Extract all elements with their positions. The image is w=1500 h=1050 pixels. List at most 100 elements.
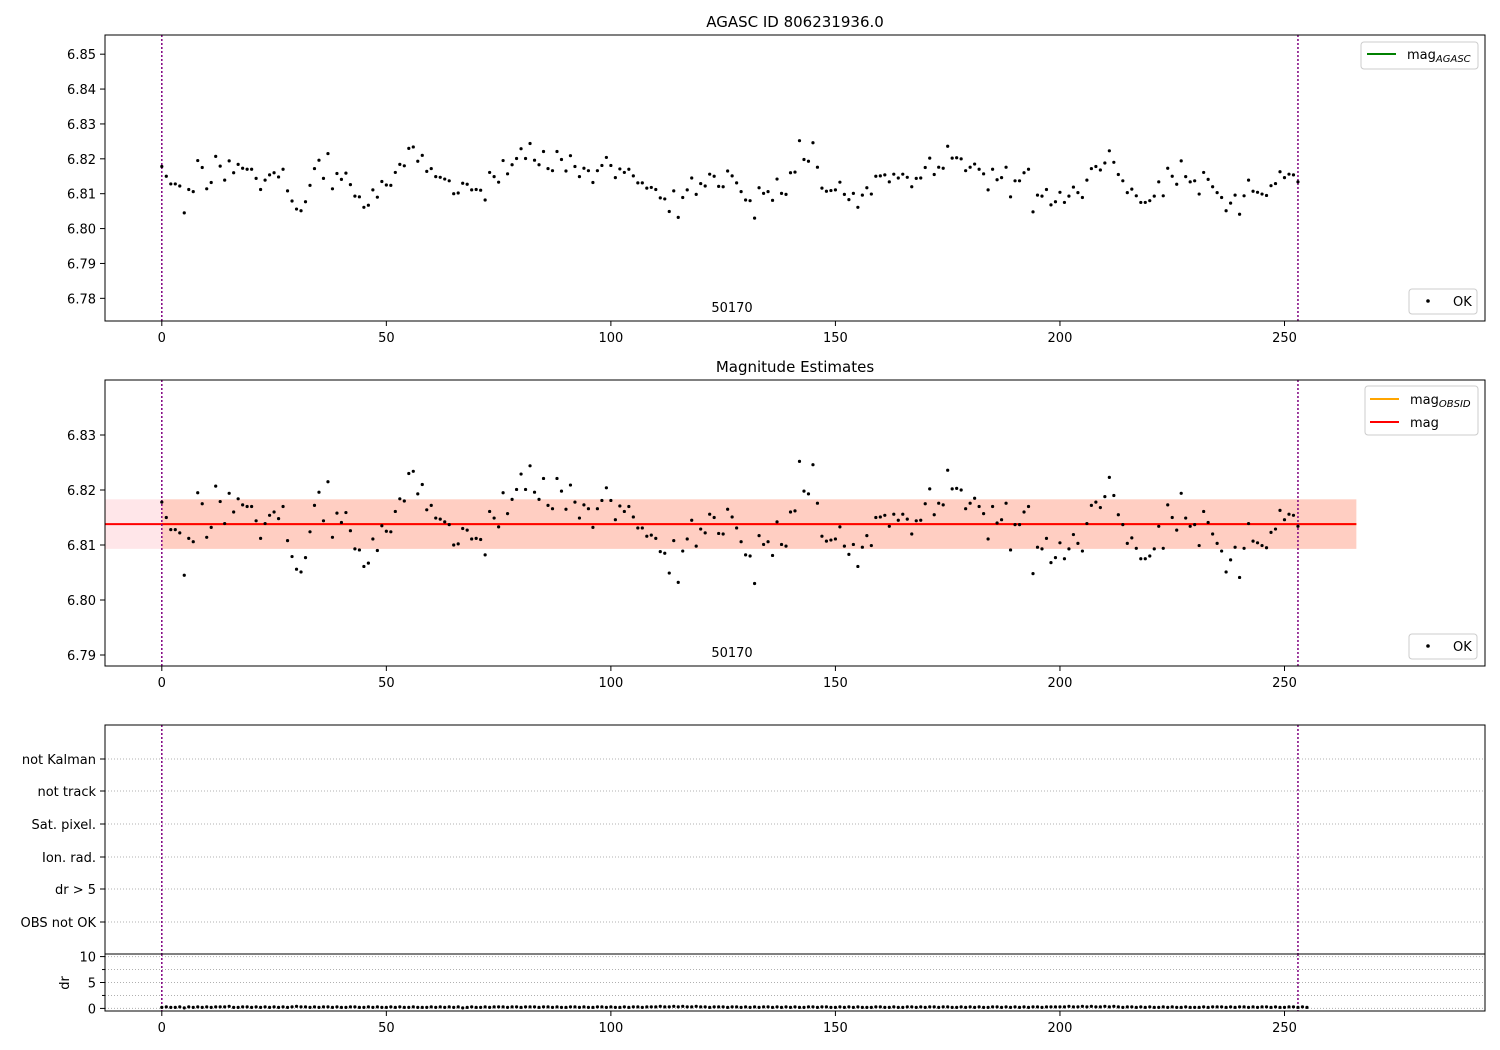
data-point [294, 567, 299, 571]
data-point [1220, 195, 1224, 200]
data-point [160, 1005, 164, 1009]
data-point [488, 1005, 492, 1009]
data-point [443, 177, 447, 181]
data-point [1058, 1005, 1062, 1009]
data-point [488, 170, 492, 175]
data-point [1148, 1005, 1152, 1009]
data-point [1125, 191, 1129, 195]
data-point [1008, 1005, 1013, 1009]
data-point [187, 536, 191, 541]
data-point [582, 503, 586, 507]
data-point [806, 492, 811, 496]
data-point [721, 1005, 725, 1009]
data-point [259, 187, 263, 192]
data-point [241, 166, 245, 170]
data-point [452, 543, 456, 547]
data-point [1206, 520, 1210, 525]
data-point [384, 1005, 388, 1009]
data-point [303, 556, 308, 560]
panel-magnitude-frame [104, 379, 1486, 667]
data-point [223, 178, 227, 182]
data-point [676, 215, 680, 220]
panel-dr-y-axis: 0 5 10 [79, 951, 105, 1017]
flag-label: not track [37, 785, 96, 800]
data-point [479, 537, 483, 542]
data-point [600, 1005, 604, 1009]
data-point [775, 177, 779, 181]
data-point [443, 520, 447, 524]
data-point [559, 157, 564, 162]
data-point [326, 1005, 330, 1009]
data-point [263, 1005, 267, 1009]
x-tick-label: 200 [1048, 1021, 1073, 1036]
data-point [986, 1005, 990, 1009]
data-point [1062, 200, 1067, 205]
data-point [187, 187, 191, 192]
data-point [1035, 545, 1040, 549]
data-point [164, 515, 168, 520]
data-point [1291, 513, 1296, 517]
panel-flags: not Kalman not track Sat. pixel. Ion. rad. d… [21, 724, 1486, 955]
data-point [1255, 541, 1260, 545]
data-point [833, 537, 838, 541]
data-point [371, 1005, 375, 1009]
data-point [528, 1005, 532, 1009]
data-point [236, 162, 240, 166]
data-point [546, 1005, 550, 1009]
data-point [281, 1005, 285, 1009]
data-point [393, 170, 397, 175]
data-point [1026, 167, 1031, 171]
data-point [699, 527, 703, 531]
data-point [609, 498, 613, 503]
data-point [959, 1005, 963, 1009]
data-point [290, 554, 294, 559]
data-point [914, 176, 918, 180]
data-point [941, 166, 945, 170]
data-point [973, 162, 977, 166]
data-point [586, 507, 591, 511]
data-point [1121, 179, 1125, 183]
data-point [582, 1005, 586, 1009]
data-point [497, 525, 501, 529]
data-point [523, 1005, 528, 1009]
data-point [672, 1004, 676, 1008]
data-point [1013, 179, 1017, 183]
data-point [577, 516, 582, 520]
data-point [407, 471, 411, 476]
data-point [591, 180, 595, 185]
data-point [353, 547, 357, 551]
data-point [986, 188, 990, 192]
data-point [357, 548, 361, 552]
data-point [869, 1005, 873, 1009]
data-point [685, 188, 689, 192]
data-point [982, 512, 986, 516]
data-point [1094, 164, 1098, 169]
data-point [497, 180, 501, 184]
data-point [1202, 509, 1206, 514]
data-point [1004, 501, 1008, 505]
data-point [919, 1005, 923, 1009]
data-point [214, 484, 218, 488]
data-point [1130, 187, 1134, 191]
data-point [636, 181, 640, 185]
data-point [1229, 558, 1233, 562]
data-point [1233, 1005, 1237, 1009]
data-point [555, 149, 559, 154]
data-point [622, 1005, 626, 1009]
data-point [447, 1005, 451, 1009]
data-point [730, 1005, 734, 1009]
data-point [312, 1005, 317, 1009]
data-point [505, 512, 510, 516]
data-point [595, 1005, 600, 1009]
data-point [667, 1005, 671, 1009]
data-point [375, 195, 379, 199]
data-point [380, 524, 384, 528]
data-point [995, 178, 999, 182]
data-point [1260, 192, 1264, 196]
data-point [1031, 572, 1035, 576]
data-point [977, 167, 981, 171]
data-point [901, 512, 905, 516]
data-point [946, 468, 950, 472]
data-point [317, 158, 321, 162]
data-point [681, 549, 685, 553]
